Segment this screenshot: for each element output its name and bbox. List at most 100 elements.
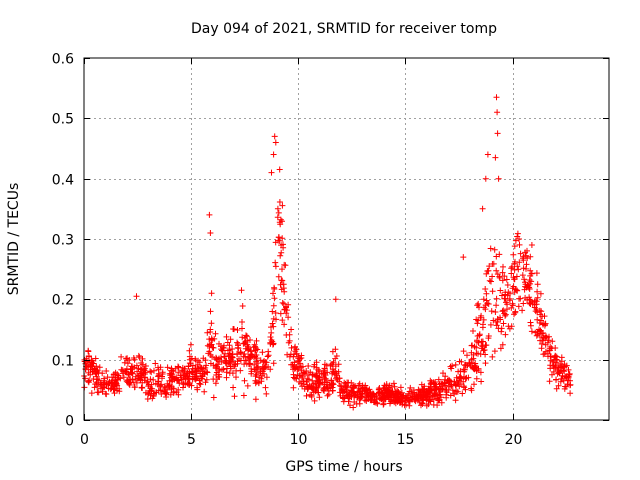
data-point — [494, 130, 501, 137]
data-point — [340, 395, 347, 402]
data-point — [168, 386, 175, 393]
data-point — [305, 363, 312, 369]
data-point — [155, 366, 162, 373]
data-point — [499, 341, 506, 348]
data-point — [500, 263, 506, 270]
data-point — [381, 396, 388, 403]
data-point — [443, 394, 450, 401]
data-point — [475, 339, 482, 346]
data-point — [406, 402, 413, 409]
data-point — [523, 261, 530, 268]
data-point — [524, 255, 531, 262]
data-point — [223, 357, 230, 364]
data-point — [427, 383, 434, 390]
data-point — [565, 366, 572, 373]
data-point — [231, 393, 238, 400]
data-point — [538, 308, 545, 315]
data-point — [207, 360, 214, 367]
data-point — [435, 397, 442, 404]
data-point — [128, 363, 135, 370]
data-point — [209, 353, 216, 360]
data-point — [133, 362, 140, 369]
data-point — [363, 385, 370, 392]
data-point — [522, 294, 529, 301]
data-point — [344, 393, 351, 400]
data-point — [207, 230, 214, 236]
data-point — [277, 252, 284, 259]
data-point — [224, 339, 231, 346]
data-point — [301, 385, 308, 392]
data-point — [485, 301, 492, 307]
data-point — [178, 376, 185, 383]
data-point — [545, 353, 551, 360]
data-point — [466, 359, 473, 366]
data-point — [167, 391, 174, 398]
data-point — [460, 348, 467, 355]
data-point — [302, 370, 309, 377]
data-point — [135, 352, 142, 359]
data-point — [263, 374, 270, 381]
data-point — [486, 263, 493, 270]
data-point — [283, 303, 289, 310]
data-point — [223, 374, 230, 381]
data-point — [272, 139, 279, 146]
data-point — [145, 381, 152, 388]
data-point — [374, 400, 381, 407]
data-point — [294, 372, 301, 379]
data-point — [538, 341, 545, 347]
data-point — [299, 363, 306, 370]
data-point — [486, 277, 493, 284]
data-point — [267, 366, 274, 373]
data-point — [332, 355, 339, 362]
data-point — [105, 385, 112, 392]
data-point — [328, 381, 335, 388]
data-point — [252, 373, 259, 380]
data-point — [510, 251, 517, 258]
data-point — [508, 270, 515, 277]
data-point — [329, 370, 336, 377]
data-point — [292, 365, 299, 372]
data-points — [81, 94, 574, 411]
data-point — [567, 390, 574, 397]
data-point — [234, 339, 241, 346]
data-point — [553, 385, 560, 392]
data-point — [480, 316, 487, 323]
data-point — [206, 348, 213, 355]
data-point — [187, 341, 194, 348]
data-point — [171, 376, 178, 382]
data-point — [376, 395, 383, 402]
data-point — [452, 397, 459, 404]
data-point — [279, 235, 286, 242]
data-point — [110, 383, 117, 390]
data-point — [446, 377, 453, 384]
data-point — [207, 329, 214, 335]
data-point — [308, 383, 314, 390]
data-point — [229, 346, 236, 352]
data-point — [111, 390, 118, 397]
data-point — [186, 347, 193, 354]
data-point — [457, 374, 464, 381]
data-point — [141, 365, 148, 372]
data-point — [200, 355, 207, 362]
data-point — [257, 357, 264, 364]
data-point — [295, 366, 302, 373]
data-point — [494, 271, 501, 278]
data-point — [192, 357, 199, 364]
data-point — [234, 327, 241, 333]
data-point — [151, 390, 158, 397]
data-point — [279, 202, 286, 209]
data-point — [553, 359, 560, 366]
y-tick-label: 0.6 — [52, 52, 74, 68]
data-point — [479, 343, 486, 350]
data-point — [97, 382, 104, 389]
data-point — [452, 382, 459, 389]
data-point — [453, 389, 460, 396]
data-point — [499, 308, 506, 315]
data-point — [536, 320, 543, 326]
data-point — [261, 358, 268, 364]
data-point — [469, 342, 476, 349]
data-point — [290, 384, 297, 391]
data-point — [539, 313, 546, 320]
data-point — [482, 175, 489, 182]
data-point — [206, 336, 213, 343]
